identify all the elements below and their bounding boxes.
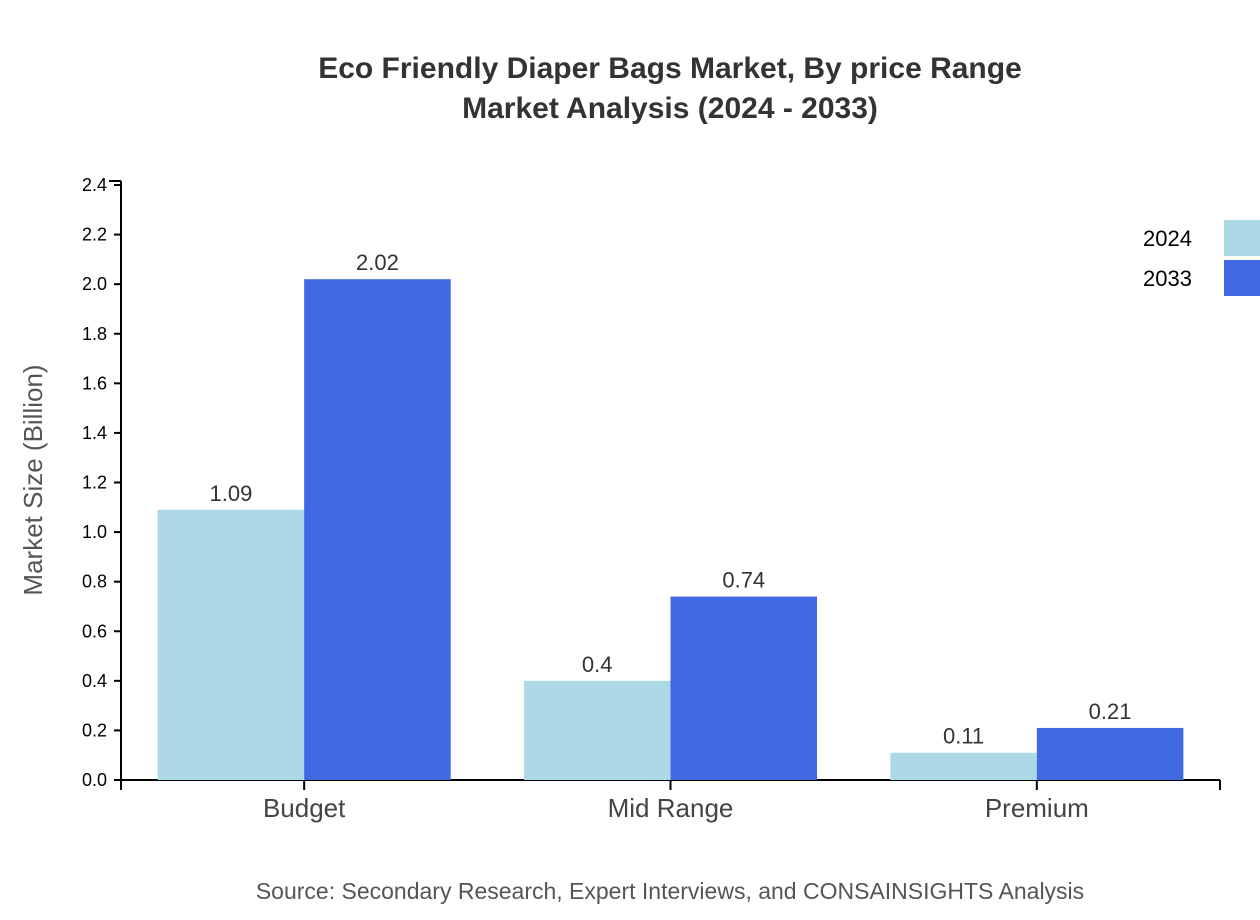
- y-tick-label: 1.6: [82, 373, 107, 393]
- source-note: Source: Secondary Research, Expert Inter…: [255, 878, 1085, 904]
- y-tick-label: 1.2: [82, 473, 107, 493]
- y-tick-label: 1.0: [82, 522, 107, 542]
- chart-title: Eco Friendly Diaper Bags Market, By pric…: [318, 52, 1022, 85]
- data-label: 0.21: [1089, 699, 1132, 724]
- x-tick-label: Mid Range: [608, 793, 734, 823]
- bar-2024: [523, 680, 671, 780]
- x-tick-label: Premium: [985, 793, 1089, 823]
- y-tick-label: 0.4: [82, 671, 107, 691]
- chart-subtitle: Market Analysis (2024 - 2033): [462, 92, 878, 125]
- y-tick-label: 2.4: [82, 175, 107, 195]
- x-tick-label: Budget: [263, 793, 346, 823]
- y-tick-label: 0.6: [82, 621, 107, 641]
- bar-2033: [1036, 727, 1184, 780]
- y-axis-label: Market Size (Billion): [18, 364, 48, 595]
- bar-2024: [890, 752, 1037, 780]
- y-tick-label: 0.0: [82, 770, 107, 790]
- bar-2033: [304, 279, 451, 780]
- legend-swatch-2033: [1224, 260, 1260, 296]
- data-label: 0.4: [582, 652, 613, 677]
- y-tick-label: 0.2: [82, 720, 107, 740]
- data-label: 2.02: [356, 250, 399, 275]
- legend-label: 2024: [1143, 226, 1192, 251]
- y-tick-label: 2.2: [82, 225, 107, 245]
- data-label: 0.74: [722, 568, 765, 593]
- bar-2024: [157, 509, 305, 780]
- data-label: 1.09: [209, 481, 252, 506]
- legend-swatch-2024: [1224, 220, 1260, 256]
- bar-2033: [670, 596, 818, 780]
- data-label: 0.11: [943, 724, 984, 749]
- y-tick-label: 1.8: [82, 324, 107, 344]
- y-tick-label: 0.8: [82, 572, 107, 592]
- legend-label: 2033: [1143, 266, 1192, 291]
- y-tick-label: 1.4: [82, 423, 107, 443]
- y-tick-label: 2.0: [82, 274, 107, 294]
